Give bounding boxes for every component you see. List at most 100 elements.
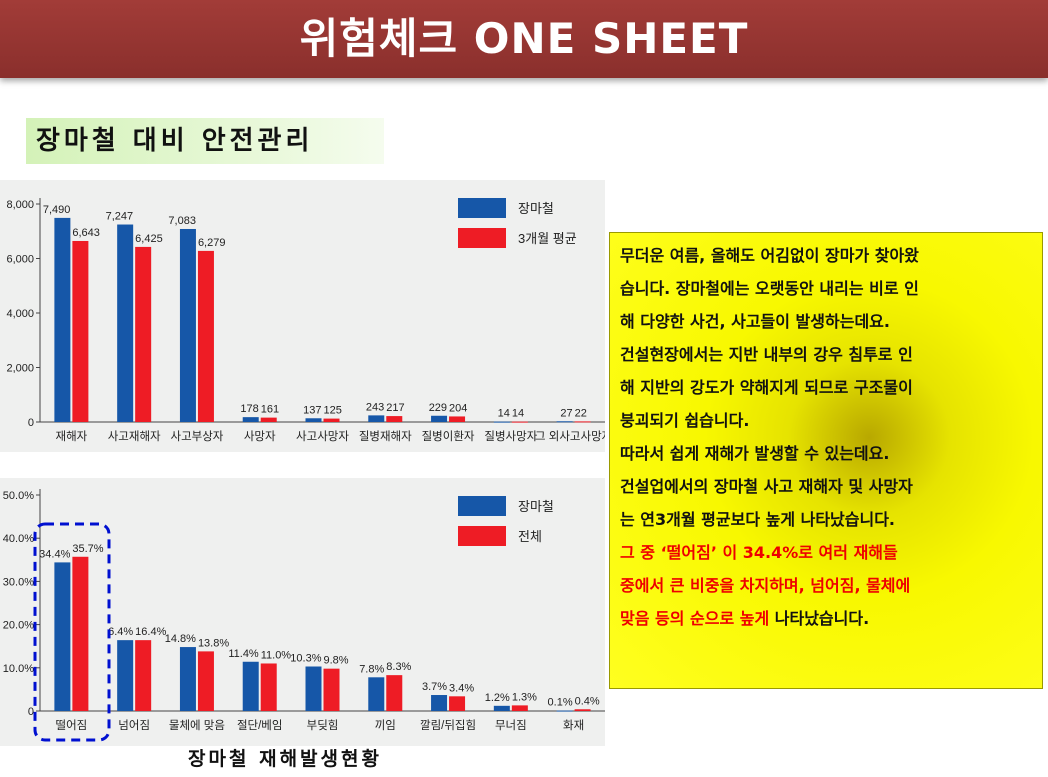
x-category-label: 사고사망자 (296, 430, 349, 443)
chart-panel-accident-counts: 0 2,000 4,000 6,000 8,000 7,490 6,643 재해자 7,247 6… (0, 180, 613, 452)
bar-value-label: 7,490 (43, 204, 71, 216)
legend-swatch-series2 (458, 228, 506, 248)
page-title: 위험체크 ONE SHEET (299, 14, 749, 63)
legend-swatch-series1 (458, 496, 506, 516)
description-line: 중에서 큰 비중을 차지하며, 넘어짐, 물체에 (620, 576, 911, 595)
bar-value-label: 125 (324, 405, 342, 417)
legend-label: 전체 (518, 529, 542, 544)
bar-value-label: 7.8% (359, 663, 384, 675)
x-category-label: 화재 (563, 719, 584, 732)
bar-value-label: 3.7% (422, 681, 447, 693)
x-category-label: 그 외사고사망자 (535, 430, 605, 443)
x-category-label: 절단/베임 (237, 718, 283, 732)
bar-series2 (197, 250, 214, 422)
bar-value-label: 8.3% (386, 661, 411, 673)
bar-series1 (179, 647, 196, 711)
bar-series1 (556, 710, 573, 712)
x-category-label: 질병사망자 (484, 430, 537, 443)
description-line: 따라서 쉽게 재해가 발생할 수 있는데요. (620, 444, 890, 463)
bar-series2 (135, 246, 152, 422)
legend-swatch-series2 (458, 526, 506, 546)
bar-series1 (54, 217, 71, 422)
bar-series1 (368, 677, 385, 711)
x-category-label: 부딪힘 (307, 719, 339, 732)
bar-series2 (511, 705, 528, 711)
bar-series2 (449, 416, 466, 422)
description-line: 건설현장에서는 지반 내부의 강우 침투로 인 (620, 345, 913, 364)
bar-value-label: 243 (366, 401, 384, 413)
bar-series1 (117, 224, 134, 422)
bar-series2 (260, 663, 277, 711)
description-tail: 나타났습니다. (769, 609, 870, 628)
section-title: 장마철 대비 안전관리 (36, 126, 314, 156)
x-category-label: 무너짐 (495, 719, 527, 732)
bar-series2 (511, 421, 528, 423)
bar-value-label: 16.4% (135, 626, 166, 638)
section-title-box: 장마철 대비 안전관리 (26, 118, 384, 164)
x-category-label: 재해자 (56, 430, 88, 443)
x-category-label: 넘어짐 (118, 719, 150, 732)
bar-value-label: 1.2% (485, 692, 510, 704)
bar-series1 (305, 418, 322, 422)
legend-swatch-series1 (458, 198, 506, 218)
bar-series2 (323, 668, 340, 711)
bar-series1 (556, 421, 573, 423)
bar-value-label: 217 (386, 402, 404, 414)
bar-series1 (242, 417, 259, 422)
bar-value-label: 14.8% (165, 633, 196, 645)
x-category-label: 질병재해자 (359, 430, 412, 443)
bar-series1 (493, 705, 510, 711)
bar-series1 (242, 661, 259, 711)
x-category-label: 깔림/뒤집힘 (420, 718, 476, 732)
bar-value-label: 35.7% (72, 543, 103, 555)
bar-value-label: 6,643 (72, 227, 100, 239)
header-banner: 위험체크 ONE SHEET (0, 0, 1048, 78)
bar-value-label: 161 (261, 404, 279, 416)
bar-value-label: 13.8% (198, 637, 229, 649)
bar-value-label: 1.3% (512, 691, 537, 703)
chart-panel-accident-types: 0 10.0% 20.0% 30.0% 40.0% 50.0% 34.4% 35.7% 떨어짐 6… (0, 478, 605, 746)
bar-value-label: 3.4% (449, 682, 474, 694)
bar-series2 (72, 556, 89, 711)
highlight-dashed-box (33, 522, 111, 742)
bar-value-label: 204 (449, 402, 467, 414)
accident-type-chart: 0 10.0% 20.0% 30.0% 40.0% 50.0% 34.4% 35.7% 떨어짐 6… (3, 489, 605, 742)
description-line: 습니다. 장마철에는 오랫동안 내리는 비로 인 (620, 279, 919, 298)
description-line: 해 다양한 사건, 사고들이 발생하는데요. (620, 312, 890, 331)
y-tick-label: 0 (28, 417, 34, 429)
bar-value-label: 10.3% (290, 653, 321, 665)
bar-series1 (179, 228, 196, 422)
description-highlight: 맞음 등의 순으로 높게 (620, 609, 770, 628)
bar-value-label: 14 (498, 408, 510, 420)
x-category-label: 끼임 (375, 719, 396, 732)
bar-series2 (72, 240, 89, 422)
description-line: 해 지반의 강도가 약해지게 되므로 구조물이 (620, 378, 913, 397)
x-category-label: 물체에 맞음 (169, 719, 225, 732)
description-line: 붕괴되기 쉽습니다. (620, 411, 750, 430)
description-line: 무더운 여름, 올해도 어김없이 장마가 찾아왔 (620, 246, 919, 265)
legend-label: 장마철 (518, 499, 554, 514)
bar-value-label: 137 (303, 404, 321, 416)
bar-series2 (449, 696, 466, 711)
y-tick-label: 6,000 (6, 254, 34, 266)
bar-value-label: 6.4% (108, 626, 133, 638)
bar-series1 (493, 421, 510, 423)
x-category-label: 사고재해자 (108, 430, 161, 443)
y-tick-label: 2,000 (6, 363, 34, 375)
y-tick-label: 30.0% (3, 576, 34, 588)
bar-value-label: 14 (512, 408, 524, 420)
bar-series1 (431, 695, 448, 711)
bar-series2 (323, 418, 340, 422)
bar-value-label: 6,425 (135, 233, 163, 245)
x-category-label: 질병이환자 (422, 430, 475, 443)
bar-series1 (368, 415, 385, 422)
bar-value-label: 229 (429, 402, 447, 414)
description-line: 는 연3개월 평균보다 높게 나타났습니다. (620, 510, 896, 529)
bar-value-label: 22 (575, 407, 587, 419)
bar-series2 (260, 417, 277, 422)
y-tick-label: 4,000 (6, 308, 34, 320)
chart-caption: 장마철 재해발생현황 (188, 748, 382, 770)
bar-value-label: 27 (560, 407, 572, 419)
bar-series2 (574, 421, 591, 423)
